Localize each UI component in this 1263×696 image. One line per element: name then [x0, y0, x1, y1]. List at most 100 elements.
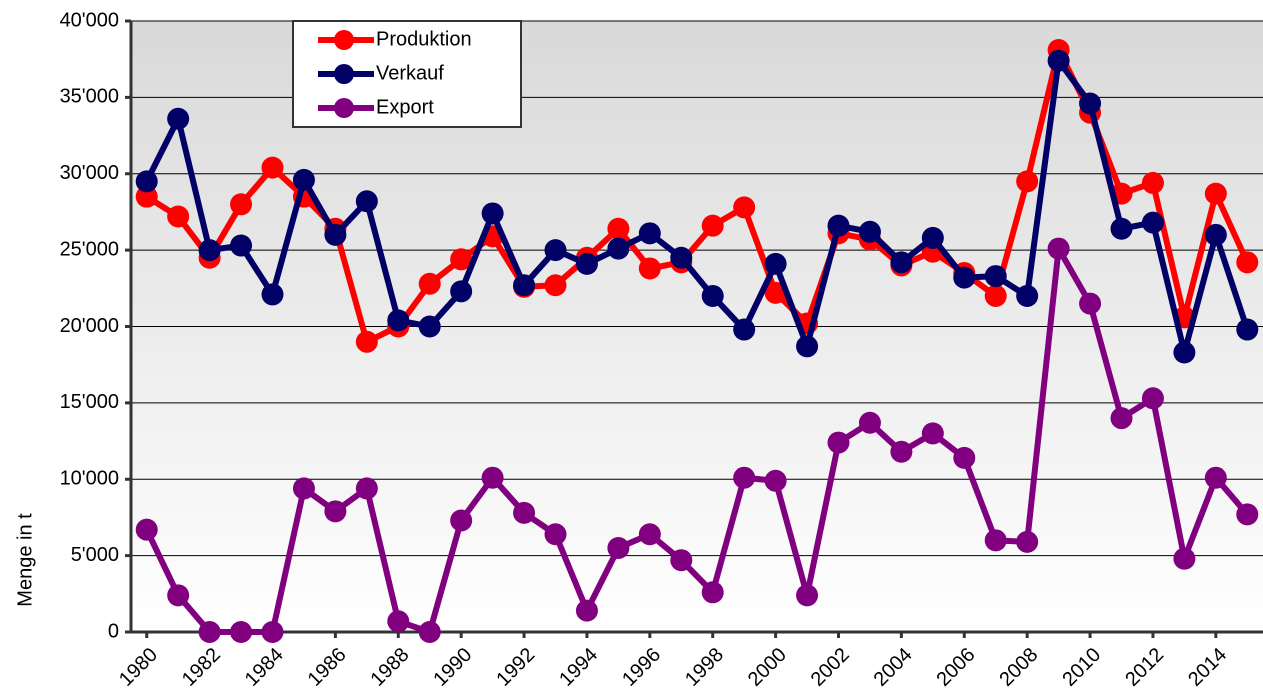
data-point [418, 315, 441, 338]
data-point [796, 335, 819, 358]
data-point [1236, 503, 1259, 526]
data-point [1141, 387, 1164, 410]
data-point [230, 193, 253, 216]
data-point [324, 500, 347, 523]
data-point [733, 466, 756, 489]
data-point [858, 220, 881, 243]
data-point [324, 223, 347, 246]
y-tick-label: 30'000 [60, 162, 119, 184]
data-point [953, 266, 976, 289]
y-tick-label: 20'000 [60, 315, 119, 337]
data-point [764, 469, 787, 492]
data-point [607, 536, 630, 559]
legend-marker [334, 30, 354, 50]
data-point [387, 309, 410, 332]
data-point [1110, 217, 1133, 240]
y-tick-label: 10'000 [60, 468, 119, 490]
data-point [1141, 211, 1164, 234]
data-point [544, 239, 567, 262]
data-point [135, 518, 158, 541]
y-axis-title: Menge in t [14, 513, 36, 607]
data-point [1079, 92, 1102, 115]
x-tick-label: 1998 [681, 644, 728, 691]
data-point [890, 251, 913, 274]
data-point [1236, 318, 1259, 341]
data-point [1016, 170, 1039, 193]
data-point [230, 234, 253, 257]
data-point [701, 284, 724, 307]
data-point [292, 168, 315, 191]
data-point [1173, 547, 1196, 570]
data-point [261, 621, 284, 643]
data-point [764, 281, 787, 304]
x-tick-label: 1980 [115, 644, 162, 691]
data-point [1079, 292, 1102, 315]
y-tick-label: 5'000 [71, 544, 119, 566]
data-point [921, 422, 944, 445]
data-point [418, 621, 441, 643]
data-point [670, 246, 693, 269]
legend-marker [334, 64, 354, 84]
data-point [638, 257, 661, 280]
x-tick-label: 1986 [304, 644, 351, 691]
legend-label: Export [376, 96, 434, 118]
x-tick-label: 2004 [870, 644, 917, 691]
x-tick-label: 2010 [1058, 644, 1105, 691]
data-point [513, 501, 536, 524]
data-point [450, 248, 473, 271]
legend: Produktion Verkauf Export [292, 20, 522, 128]
x-tick-label: 2006 [933, 644, 980, 691]
data-point [135, 170, 158, 193]
data-point [827, 214, 850, 237]
legend-label: Produktion [376, 28, 472, 50]
data-point [984, 265, 1007, 288]
data-point [230, 621, 253, 643]
y-tick-label: 15'000 [60, 391, 119, 413]
data-point [984, 529, 1007, 552]
data-point [1047, 49, 1070, 72]
data-point [1016, 284, 1039, 307]
data-point [575, 252, 598, 275]
data-point [1047, 237, 1070, 260]
data-point [292, 477, 315, 500]
data-point [544, 523, 567, 546]
x-tick-label: 2008 [995, 644, 1042, 691]
y-tick-label: 0 [108, 620, 119, 642]
data-point [733, 318, 756, 341]
data-point [827, 431, 850, 454]
data-point [1204, 466, 1227, 489]
data-point [858, 411, 881, 434]
x-tick-label: 2014 [1184, 644, 1231, 691]
data-point [544, 274, 567, 297]
data-point [1204, 223, 1227, 246]
data-point [198, 621, 221, 643]
legend-label: Verkauf [376, 62, 444, 84]
data-point [921, 226, 944, 249]
x-tick-label: 1988 [367, 644, 414, 691]
x-tick-label: 1982 [178, 644, 225, 691]
data-point [984, 284, 1007, 307]
data-point [638, 222, 661, 245]
data-point [1016, 530, 1039, 553]
data-point [575, 599, 598, 622]
data-point [638, 523, 661, 546]
x-tick-label: 1984 [241, 644, 288, 691]
data-point [764, 252, 787, 275]
data-point [167, 205, 190, 228]
y-tick-label: 40'000 [60, 9, 119, 31]
data-point [450, 280, 473, 303]
y-tick-label: 35'000 [60, 86, 119, 108]
data-point [670, 549, 693, 572]
data-point [481, 202, 504, 225]
data-point [387, 610, 410, 633]
x-tick-label: 2000 [744, 644, 791, 691]
data-point [261, 156, 284, 179]
data-point [198, 239, 221, 262]
data-point [355, 190, 378, 213]
y-tick-label: 25'000 [60, 238, 119, 260]
x-tick-label: 1994 [555, 644, 602, 691]
data-point [1110, 407, 1133, 430]
data-point [607, 217, 630, 240]
data-point [890, 440, 913, 463]
